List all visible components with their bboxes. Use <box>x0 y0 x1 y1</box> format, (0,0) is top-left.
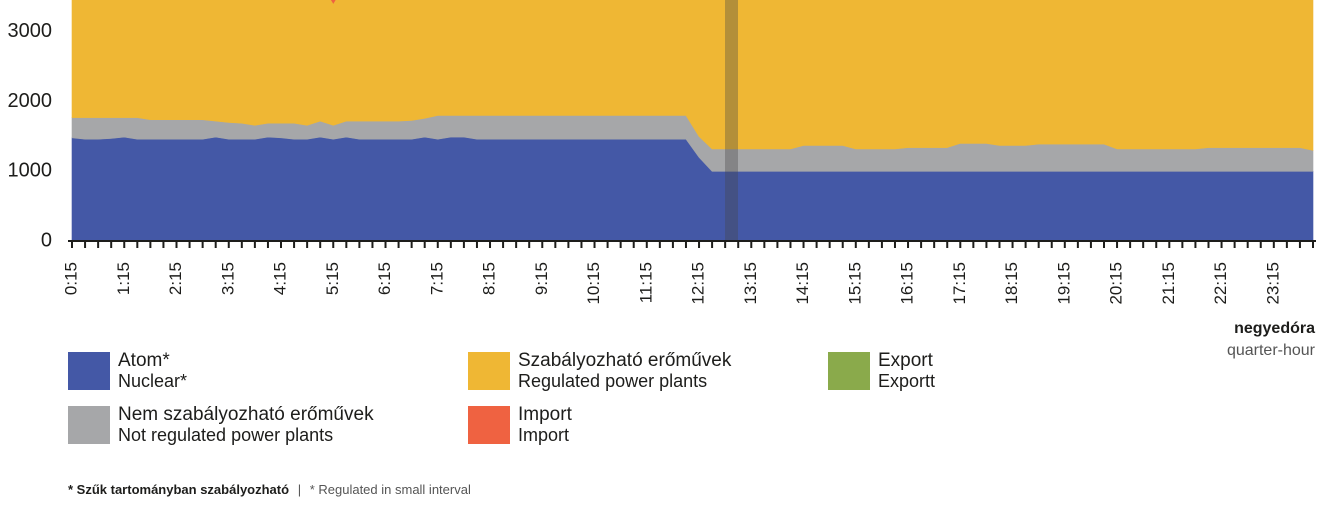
legend-swatch <box>468 406 510 444</box>
legend-name: Szabályozható erőművek <box>518 350 732 371</box>
footnote-hu: * Szűk tartományban szabályozható <box>68 482 289 497</box>
x-tick-label: 17:15 <box>950 262 969 305</box>
x-tick-label: 23:15 <box>1263 262 1282 305</box>
area <box>330 0 336 4</box>
footnote: * Szűk tartományban szabályozható | * Re… <box>68 482 471 497</box>
x-tick-label: 10:15 <box>584 262 603 305</box>
legend-subname: Import <box>518 425 569 445</box>
legend-subname: Regulated power plants <box>518 371 707 391</box>
x-tick-label: 18:15 <box>1002 262 1021 305</box>
x-tick-label: 3:15 <box>218 262 237 295</box>
x-tick-label: 11:15 <box>636 262 655 303</box>
current-time-marker <box>725 0 738 241</box>
legend-subname: Exportt <box>878 371 935 391</box>
x-tick-label: 19:15 <box>1054 262 1073 305</box>
x-tick-label: 1:15 <box>114 262 133 295</box>
legend-subname: Not regulated power plants <box>118 425 333 445</box>
x-tick-label: 2:15 <box>166 262 185 295</box>
area <box>71 0 1314 151</box>
y-tick-label: 3000 <box>8 20 53 42</box>
x-axis-title: negyedóra <box>1234 320 1315 337</box>
legend-swatch <box>68 406 110 444</box>
footnote-separator: | <box>298 482 301 497</box>
x-tick-label: 5:15 <box>323 262 342 295</box>
y-tick-label: 0 <box>41 229 52 251</box>
x-tick-label: 0:15 <box>61 262 80 295</box>
legend-name: Atom* <box>118 350 170 371</box>
x-tick-label: 8:15 <box>479 262 498 295</box>
x-tick-label: 22:15 <box>1211 262 1230 305</box>
y-tick-label: 2000 <box>8 90 53 112</box>
x-tick-label: 7:15 <box>427 262 446 295</box>
x-tick-label: 16:15 <box>897 262 916 305</box>
footnote-en: * Regulated in small interval <box>310 482 471 497</box>
x-tick-label: 14:15 <box>793 262 812 305</box>
legend-name: Nem szabályozható erőművek <box>118 404 374 425</box>
legend-swatch <box>468 352 510 390</box>
legend-swatch <box>828 352 870 390</box>
y-tick-label: 1000 <box>8 160 53 182</box>
x-tick-label: 15:15 <box>845 262 864 305</box>
x-tick-label: 4:15 <box>270 262 289 295</box>
legend-name: Import <box>518 404 573 425</box>
x-tick-label: 12:15 <box>688 262 707 305</box>
x-axis-subtitle: quarter-hour <box>1227 342 1316 359</box>
legend-subname: Nuclear* <box>118 371 187 391</box>
legend-swatch <box>68 352 110 390</box>
legend-name: Export <box>878 350 934 371</box>
x-tick-label: 9:15 <box>532 262 551 295</box>
plot-area <box>71 0 1314 242</box>
x-tick-label: 21:15 <box>1159 262 1178 305</box>
x-tick-label: 6:15 <box>375 262 394 295</box>
x-tick-label: 20:15 <box>1107 262 1126 305</box>
x-tick-label: 13:15 <box>741 262 760 305</box>
